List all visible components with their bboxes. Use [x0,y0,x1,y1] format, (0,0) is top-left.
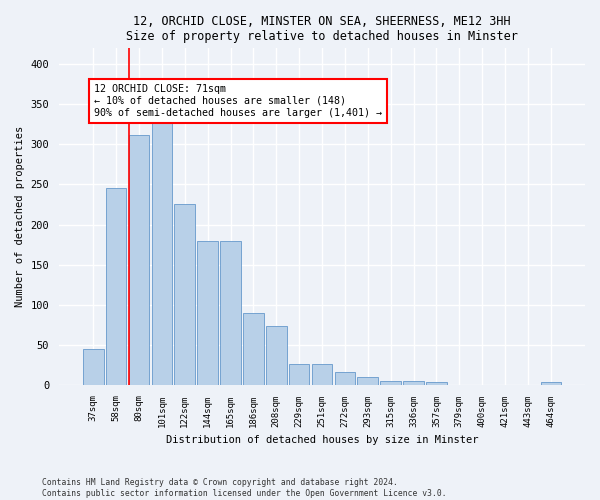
Bar [312,364,332,384]
Title: 12, ORCHID CLOSE, MINSTER ON SEA, SHEERNESS, ME12 3HH
Size of property relative : 12, ORCHID CLOSE, MINSTER ON SEA, SHEERN… [126,15,518,43]
Bar [83,348,104,384]
Bar [243,312,263,384]
Bar [175,204,195,384]
Bar [541,382,561,384]
Bar [335,372,355,384]
Bar [106,188,127,384]
Bar [266,326,287,384]
Bar [426,382,447,384]
Y-axis label: Number of detached properties: Number of detached properties [15,126,25,307]
Bar [220,242,241,384]
Text: 12 ORCHID CLOSE: 71sqm
← 10% of detached houses are smaller (148)
90% of semi-de: 12 ORCHID CLOSE: 71sqm ← 10% of detached… [94,84,382,117]
Bar [358,376,378,384]
Bar [403,382,424,384]
Bar [380,382,401,384]
Bar [128,135,149,384]
Text: Contains HM Land Registry data © Crown copyright and database right 2024.
Contai: Contains HM Land Registry data © Crown c… [42,478,446,498]
Bar [197,242,218,384]
X-axis label: Distribution of detached houses by size in Minster: Distribution of detached houses by size … [166,435,478,445]
Bar [152,116,172,384]
Bar [289,364,310,384]
